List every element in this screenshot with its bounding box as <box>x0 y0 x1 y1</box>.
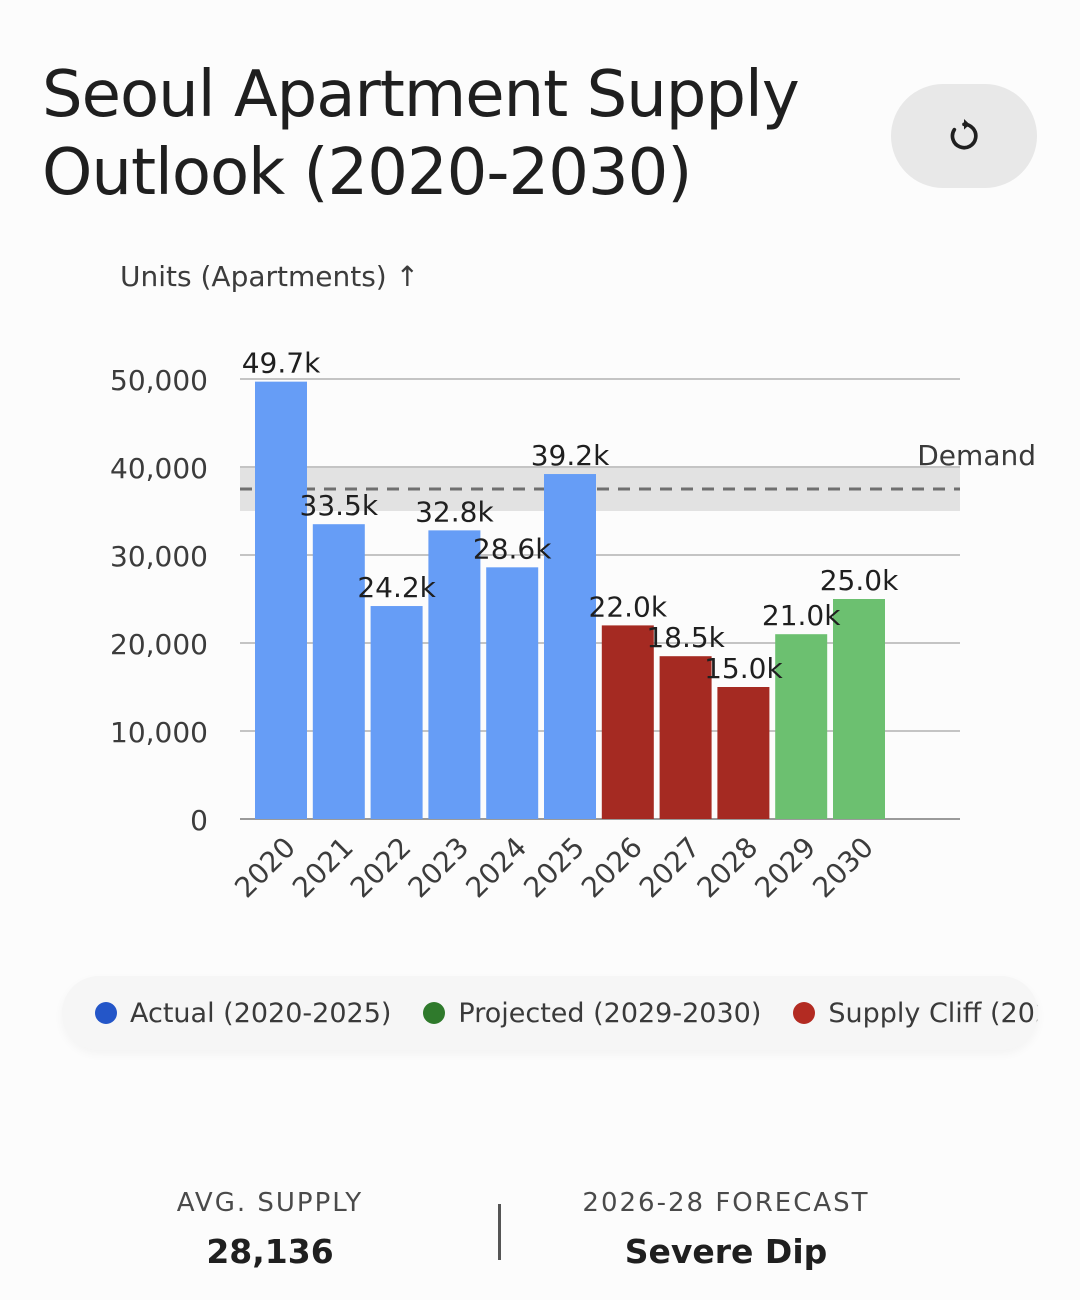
y-axis-title: Units (Apartments) ↑ <box>120 260 419 293</box>
supply-chart: Units (Apartments) ↑ Demand 49.7k 33.5k 24… <box>110 260 1036 905</box>
bar-2023 <box>428 530 481 819</box>
legend-item-actual[interactable]: Actual (2020-2025) <box>95 998 391 1029</box>
demand-label: Demand <box>917 439 1036 472</box>
x-tick-label: 2020 <box>228 831 302 905</box>
bar-2030 <box>833 599 885 819</box>
data-label: 24.2k <box>357 571 436 604</box>
bar-2024 <box>486 567 539 819</box>
x-tick-label: 2022 <box>344 831 418 905</box>
x-tick-label: 2023 <box>402 831 476 905</box>
data-label: 18.5k <box>646 621 725 654</box>
bar-2022 <box>370 606 423 819</box>
forecast-value: Severe Dip <box>624 1232 828 1271</box>
legend: Actual (2020-2025) Projected (2029-2030)… <box>62 976 1038 1050</box>
legend-dot-icon <box>793 1002 816 1024</box>
legend-dot-icon <box>423 1002 446 1024</box>
data-label: 22.0k <box>589 590 668 623</box>
bar-2027 <box>659 656 712 819</box>
x-tick-label: 2030 <box>806 831 880 905</box>
legend-item-projected[interactable]: Projected (2029-2030) <box>423 998 761 1029</box>
x-tick-label: 2027 <box>633 831 707 905</box>
data-label: 25.0k <box>820 564 899 597</box>
bar-2020 <box>255 381 307 819</box>
data-label: 28.6k <box>473 532 552 565</box>
x-tick-label: 2025 <box>517 831 591 905</box>
legend-label: Actual (2020-2025) <box>130 997 392 1029</box>
y-tick-label: 40,000 <box>110 452 208 485</box>
refresh-icon <box>950 119 978 150</box>
page-title: Seoul Apartment Supply Outlook (2020-203… <box>42 58 800 210</box>
forecast-label: 2026-28 FORECAST <box>582 1188 870 1218</box>
data-label: 21.0k <box>762 599 841 632</box>
y-tick-label: 10,000 <box>110 716 208 749</box>
avg-supply-stat: AVG. SUPPLY 28,136 <box>150 1188 390 1271</box>
data-label: 49.7k <box>242 347 321 380</box>
data-label: 33.5k <box>300 489 379 522</box>
x-tick-label: 2026 <box>575 831 649 905</box>
bar-2029 <box>775 634 828 819</box>
x-tick-label: 2028 <box>691 831 765 905</box>
data-label: 39.2k <box>531 439 610 472</box>
forecast-stat: 2026-28 FORECAST Severe Dip <box>566 1188 886 1271</box>
x-tick-label: 2029 <box>748 831 822 905</box>
data-label: 15.0k <box>704 652 783 685</box>
bar-2025 <box>544 474 596 819</box>
bar-2021 <box>312 524 365 819</box>
x-tick-label: 2024 <box>459 831 533 905</box>
data-label: 32.8k <box>415 495 494 528</box>
reset-button[interactable] <box>891 84 1037 188</box>
legend-label: Projected (2029-2030) <box>458 997 762 1029</box>
y-tick-label: 30,000 <box>110 540 208 573</box>
y-tick-label: 50,000 <box>110 364 208 397</box>
stats-summary: AVG. SUPPLY 28,136 2026-28 FORECAST Seve… <box>0 1170 1080 1280</box>
bar-2026 <box>601 625 654 819</box>
avg-supply-label: AVG. SUPPLY <box>176 1188 364 1218</box>
y-tick-label: 20,000 <box>110 628 208 661</box>
legend-label: Supply Cliff (2026-2028) <box>828 997 1038 1029</box>
stats-divider <box>498 1204 501 1260</box>
y-tick-label: 0 <box>190 804 208 837</box>
x-tick-label: 2021 <box>286 831 360 905</box>
avg-supply-value: 28,136 <box>206 1232 334 1271</box>
bar-2028 <box>717 687 770 819</box>
legend-dot-icon <box>95 1002 117 1024</box>
legend-item-supply-cliff[interactable]: Supply Cliff (2026-2028) <box>793 998 1038 1029</box>
